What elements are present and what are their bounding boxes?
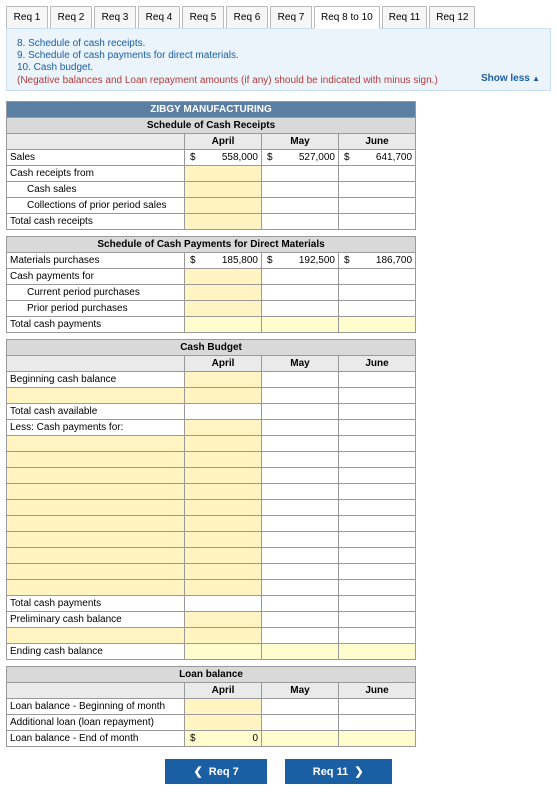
tab-req-6[interactable]: Req 6 bbox=[226, 6, 268, 29]
receipts-from-label: Cash receipts from bbox=[7, 166, 185, 182]
materials-jun[interactable]: $186,700 bbox=[339, 253, 416, 269]
col-may: May bbox=[262, 356, 339, 372]
instruction-line-8: 8. Schedule of cash receipts. bbox=[17, 38, 540, 49]
cash-sales-label: Cash sales bbox=[7, 182, 185, 198]
ending-label: Ending cash balance bbox=[7, 644, 185, 660]
current-purchases-label: Current period purchases bbox=[7, 285, 185, 301]
instructions-panel: 8. Schedule of cash receipts. 9. Schedul… bbox=[6, 28, 551, 91]
payments-for-label: Cash payments for bbox=[7, 269, 185, 285]
input-cell[interactable] bbox=[185, 715, 262, 731]
tab-req-11[interactable]: Req 11 bbox=[382, 6, 428, 29]
col-june: June bbox=[339, 134, 416, 150]
loan-end-apr: $0 bbox=[185, 731, 262, 747]
budget-title: Cash Budget bbox=[7, 340, 416, 356]
tab-req-3[interactable]: Req 3 bbox=[94, 6, 136, 29]
negative-note: (Negative balances and Loan repayment am… bbox=[17, 75, 540, 86]
chevron-left-icon: ❮ bbox=[193, 766, 202, 778]
company-banner: ZIBGY MANUFACTURING bbox=[7, 102, 416, 118]
input-cell[interactable] bbox=[185, 699, 262, 715]
cash-budget-table: Cash Budget April May June Beginning cas… bbox=[6, 339, 416, 660]
nav-row: ❮ Req 7 Req 11 ❯ bbox=[6, 759, 551, 784]
materials-label: Materials purchases bbox=[7, 253, 185, 269]
cash-receipts-table: ZIBGY MANUFACTURING Schedule of Cash Rec… bbox=[6, 101, 416, 230]
instruction-line-10: 10. Cash budget. bbox=[17, 62, 540, 73]
prev-button[interactable]: ❮ Req 7 bbox=[165, 759, 266, 784]
col-april: April bbox=[185, 683, 262, 699]
tab-req-12[interactable]: Req 12 bbox=[429, 6, 475, 29]
tab-req-8-to-10[interactable]: Req 8 to 10 bbox=[314, 6, 380, 29]
requirement-tabs: Req 1Req 2Req 3Req 4Req 5Req 6Req 7Req 8… bbox=[6, 6, 551, 29]
materials-may[interactable]: $192,500 bbox=[262, 253, 339, 269]
input-cell[interactable] bbox=[185, 182, 262, 198]
loan-balance-table: Loan balance April May June Loan balance… bbox=[6, 666, 416, 747]
prelim-label: Preliminary cash balance bbox=[7, 612, 185, 628]
input-cell[interactable] bbox=[185, 420, 262, 436]
col-may: May bbox=[262, 683, 339, 699]
col-april: April bbox=[185, 356, 262, 372]
sales-jun[interactable]: $641,700 bbox=[339, 150, 416, 166]
loan-begin-label: Loan balance - Beginning of month bbox=[7, 699, 185, 715]
col-june: June bbox=[339, 683, 416, 699]
input-cell[interactable] bbox=[185, 166, 262, 182]
input-cell[interactable] bbox=[185, 214, 262, 230]
budget-total-pay-label: Total cash payments bbox=[7, 596, 185, 612]
col-april: April bbox=[185, 134, 262, 150]
input-cell[interactable] bbox=[185, 198, 262, 214]
loan-addl-label: Additional loan (loan repayment) bbox=[7, 715, 185, 731]
loan-title: Loan balance bbox=[7, 667, 416, 683]
sales-apr[interactable]: $558,000 bbox=[185, 150, 262, 166]
tab-req-7[interactable]: Req 7 bbox=[270, 6, 312, 29]
tab-req-4[interactable]: Req 4 bbox=[138, 6, 180, 29]
input-cell[interactable] bbox=[185, 628, 262, 644]
total-avail-label: Total cash available bbox=[7, 404, 185, 420]
input-cell[interactable] bbox=[185, 388, 262, 404]
col-june: June bbox=[339, 356, 416, 372]
total-payments-label: Total cash payments bbox=[7, 317, 185, 333]
prior-purchases-label: Prior period purchases bbox=[7, 301, 185, 317]
input-cell[interactable] bbox=[185, 285, 262, 301]
input-cell[interactable] bbox=[7, 388, 185, 404]
begin-balance-label: Beginning cash balance bbox=[7, 372, 185, 388]
input-cell[interactable] bbox=[185, 269, 262, 285]
next-button[interactable]: Req 11 ❯ bbox=[285, 759, 392, 784]
instruction-line-9: 9. Schedule of cash payments for direct … bbox=[17, 50, 540, 61]
cash-payments-table: Schedule of Cash Payments for Direct Mat… bbox=[6, 236, 416, 333]
show-less-button[interactable]: Show less bbox=[481, 73, 540, 84]
receipts-title: Schedule of Cash Receipts bbox=[7, 118, 416, 134]
total-cell bbox=[185, 317, 262, 333]
tab-req-5[interactable]: Req 5 bbox=[182, 6, 224, 29]
input-cell[interactable] bbox=[185, 301, 262, 317]
input-cell[interactable] bbox=[185, 612, 262, 628]
tab-req-2[interactable]: Req 2 bbox=[50, 6, 92, 29]
sales-label: Sales bbox=[7, 150, 185, 166]
collections-label: Collections of prior period sales bbox=[7, 198, 185, 214]
sales-may[interactable]: $527,000 bbox=[262, 150, 339, 166]
chevron-right-icon: ❯ bbox=[354, 766, 363, 778]
less-label: Less: Cash payments for: bbox=[7, 420, 185, 436]
total-receipts-label: Total cash receipts bbox=[7, 214, 185, 230]
input-cell[interactable] bbox=[185, 372, 262, 388]
materials-apr[interactable]: $185,800 bbox=[185, 253, 262, 269]
tab-req-1[interactable]: Req 1 bbox=[6, 6, 48, 29]
input-cell[interactable] bbox=[7, 628, 185, 644]
total-cell bbox=[185, 644, 262, 660]
payments-title: Schedule of Cash Payments for Direct Mat… bbox=[7, 237, 416, 253]
loan-end-label: Loan balance - End of month bbox=[7, 731, 185, 747]
col-may: May bbox=[262, 134, 339, 150]
